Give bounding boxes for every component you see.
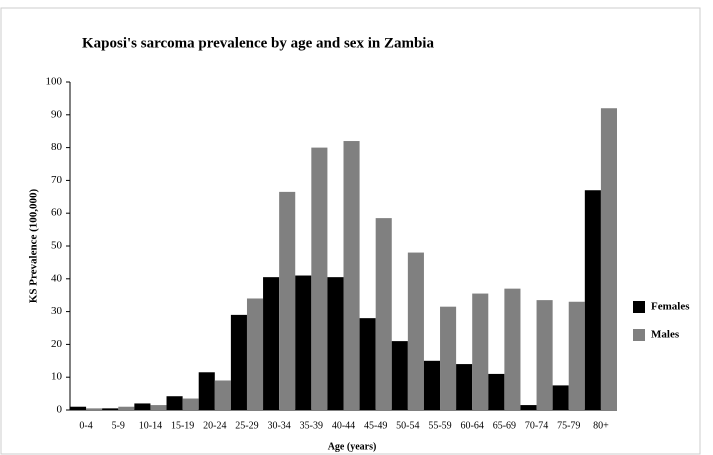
bar bbox=[327, 277, 344, 410]
x-tick-label: 50-54 bbox=[396, 420, 419, 431]
bar bbox=[552, 385, 569, 410]
y-tick-label: 20 bbox=[51, 338, 63, 350]
bar bbox=[230, 314, 247, 410]
x-tick-label: 0-4 bbox=[79, 420, 92, 431]
x-tick-label: 75-79 bbox=[557, 420, 580, 431]
x-tick-label: 55-59 bbox=[428, 420, 451, 431]
bar bbox=[134, 403, 151, 410]
x-tick-label: 80+ bbox=[593, 420, 609, 431]
bar bbox=[198, 372, 215, 410]
x-tick-label: 65-69 bbox=[493, 420, 516, 431]
bar bbox=[166, 396, 183, 410]
bar bbox=[343, 141, 360, 411]
bar bbox=[440, 306, 457, 410]
x-tick-label: 70-74 bbox=[525, 420, 548, 431]
bar bbox=[568, 301, 585, 410]
y-axis-label: KS Prevalence (100,000) bbox=[28, 188, 40, 303]
x-tick-label: 40-44 bbox=[332, 420, 355, 431]
y-tick-label: 10 bbox=[51, 371, 63, 383]
bar bbox=[102, 408, 119, 410]
bar bbox=[391, 341, 408, 410]
bar bbox=[488, 373, 505, 410]
bar bbox=[407, 252, 424, 410]
bar bbox=[246, 298, 264, 410]
y-tick-label: 50 bbox=[51, 240, 63, 252]
bar bbox=[70, 406, 87, 410]
bar bbox=[520, 405, 537, 410]
bar bbox=[600, 108, 617, 411]
x-tick-label: 25-29 bbox=[235, 420, 258, 431]
y-tick-label: 90 bbox=[51, 108, 63, 120]
x-axis-label: Age (years) bbox=[328, 441, 377, 452]
bar bbox=[536, 300, 553, 410]
bar bbox=[279, 191, 296, 410]
bar bbox=[311, 147, 328, 410]
bar bbox=[118, 406, 135, 410]
y-tick-label: 60 bbox=[51, 207, 63, 219]
bar bbox=[295, 275, 312, 410]
bar bbox=[504, 288, 521, 410]
bar bbox=[214, 380, 231, 410]
x-tick-label: 20-24 bbox=[203, 420, 226, 431]
bar bbox=[375, 218, 392, 410]
bar bbox=[263, 277, 280, 410]
bar bbox=[472, 293, 489, 410]
chart-title: Kaposi's sarcoma prevalence by age and s… bbox=[82, 35, 434, 51]
y-tick-label: 40 bbox=[51, 272, 63, 284]
bar bbox=[182, 398, 199, 410]
y-tick-label: 80 bbox=[51, 141, 63, 153]
x-tick-label: 5-9 bbox=[112, 420, 125, 431]
legend-label: Females bbox=[651, 301, 690, 313]
legend-swatch bbox=[633, 329, 645, 341]
x-tick-label: 60-64 bbox=[461, 420, 484, 431]
x-tick-label: 15-19 bbox=[171, 420, 194, 431]
y-tick-label: 0 bbox=[57, 404, 63, 416]
bar bbox=[423, 360, 441, 410]
bar bbox=[150, 405, 167, 410]
x-tick-label: 35-39 bbox=[300, 420, 323, 431]
y-tick-label: 30 bbox=[51, 305, 63, 317]
legend-label: Males bbox=[651, 329, 680, 341]
bar bbox=[359, 318, 376, 410]
frame bbox=[0, 7, 701, 455]
y-tick-label: 70 bbox=[51, 174, 63, 186]
bar bbox=[456, 364, 473, 410]
x-tick-label: 10-14 bbox=[139, 420, 162, 431]
legend-swatch bbox=[633, 301, 645, 313]
y-tick-label: 100 bbox=[46, 76, 63, 88]
bar bbox=[584, 190, 601, 410]
x-tick-label: 45-49 bbox=[364, 420, 387, 431]
bar bbox=[86, 408, 103, 410]
x-tick-label: 30-34 bbox=[267, 420, 290, 431]
